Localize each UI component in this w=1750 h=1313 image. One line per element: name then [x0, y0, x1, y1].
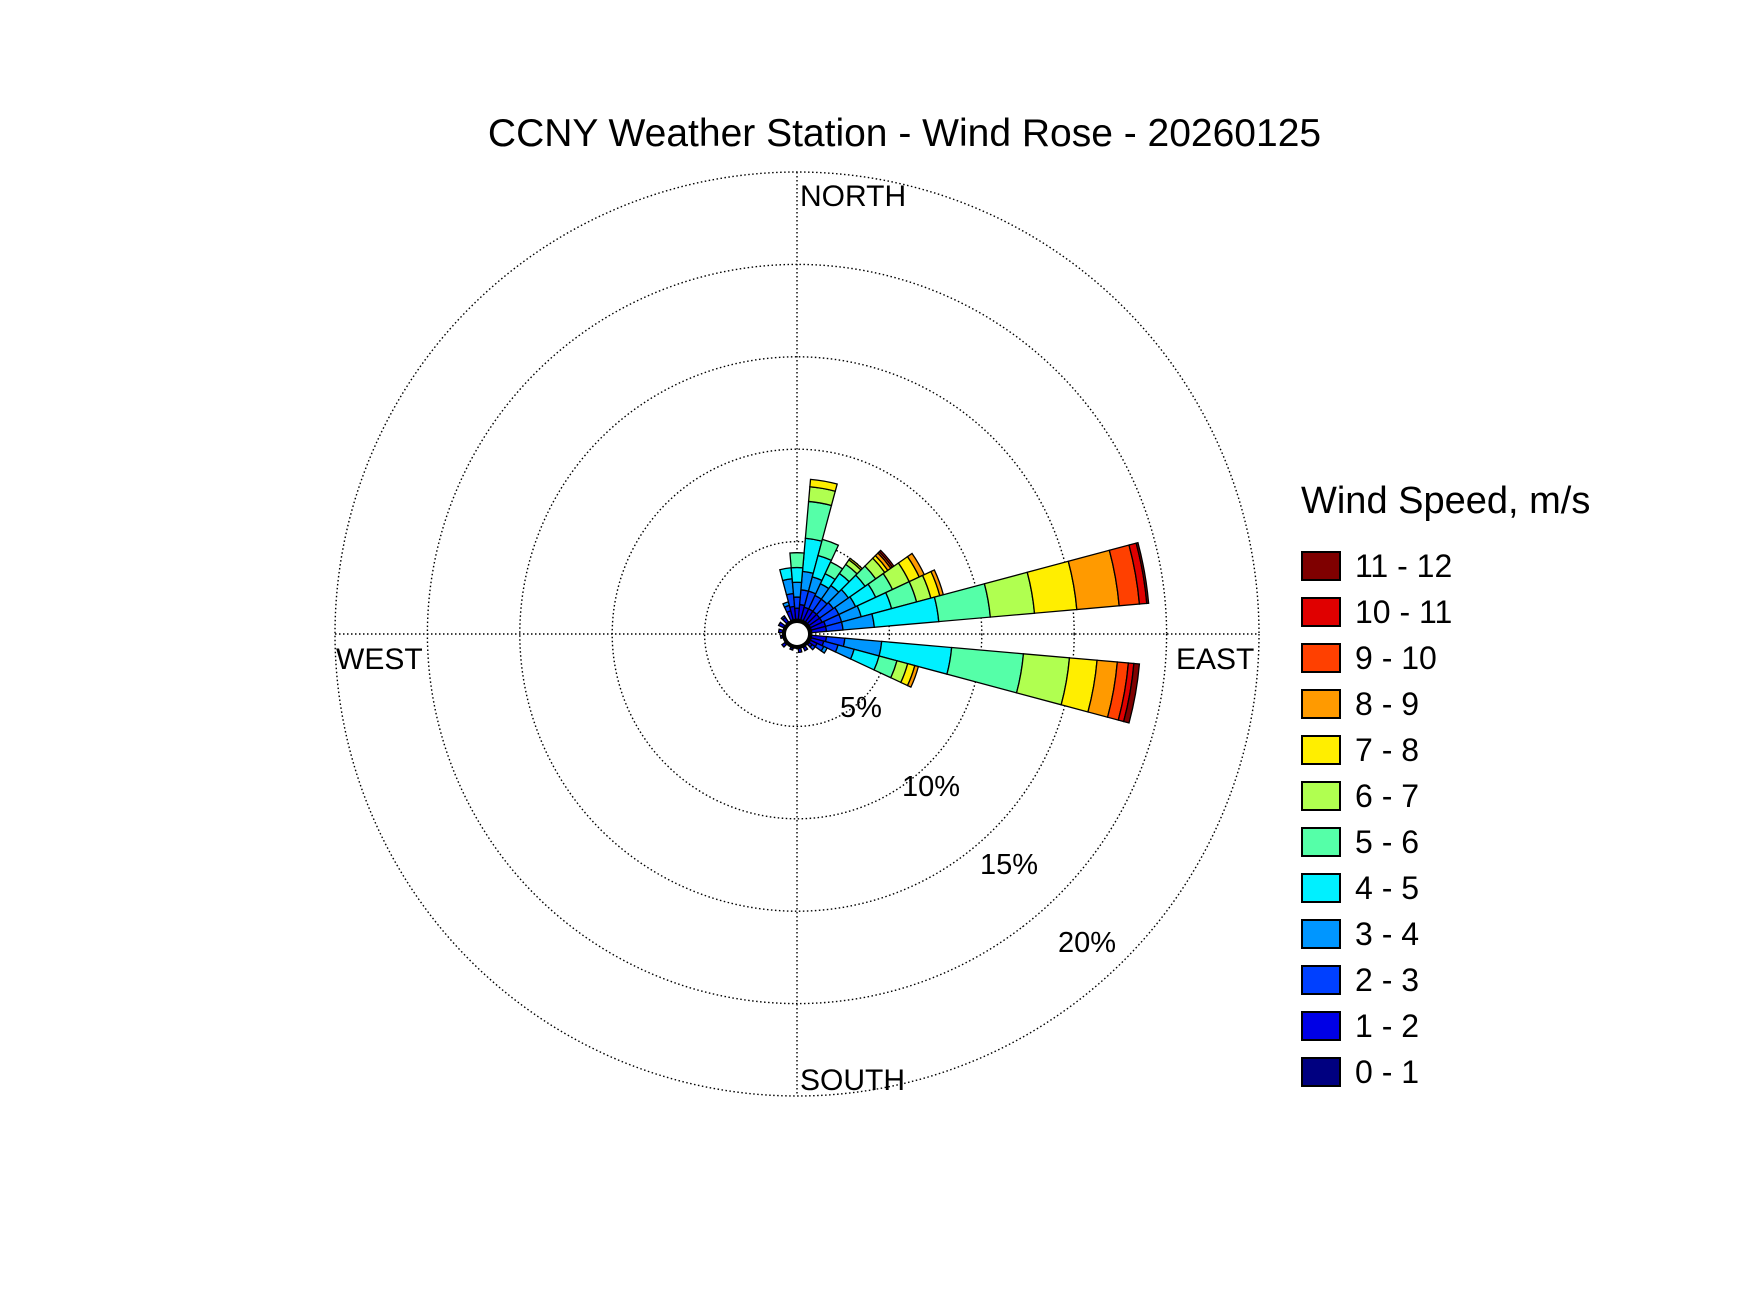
- wind-sectors: [777, 478, 1150, 724]
- legend-label: 2 - 3: [1355, 961, 1420, 998]
- legend-item: 5 - 6: [1301, 819, 1741, 865]
- legend-label: 11 - 12: [1355, 547, 1453, 584]
- legend-item: 6 - 7: [1301, 773, 1741, 819]
- sector-80-bin-11: [1135, 541, 1150, 605]
- direction-label-east: EAST: [1176, 643, 1255, 676]
- sector-0-bin-4: [790, 566, 804, 584]
- direction-label-west: WEST: [336, 643, 423, 676]
- legend-swatch: [1301, 873, 1341, 903]
- legend-label: 8 - 9: [1355, 685, 1420, 722]
- sector-20-bin-5: [817, 538, 840, 562]
- sector-10-bin-7: [809, 478, 838, 492]
- legend-item: 2 - 3: [1301, 957, 1741, 1003]
- sector-100-bin-5: [946, 646, 1025, 694]
- legend-swatch: [1301, 1057, 1341, 1087]
- legend-swatch: [1301, 643, 1341, 673]
- sector-10-bin-5: [804, 500, 833, 542]
- legend-item: 11 - 12: [1301, 543, 1741, 589]
- direction-label-south: SOUTH: [800, 1064, 905, 1097]
- sector-80-bin-7: [1026, 560, 1078, 614]
- sector-0-bin-5: [789, 552, 805, 569]
- legend-swatch: [1301, 827, 1341, 857]
- legend-label: 10 - 11: [1355, 593, 1453, 630]
- legend-item: 0 - 1: [1301, 1049, 1741, 1095]
- sector-110-bin-8: [906, 664, 920, 688]
- legend-item: 3 - 4: [1301, 911, 1741, 957]
- legend-swatch: [1301, 597, 1341, 627]
- sector-280-bin-1: [777, 628, 784, 634]
- legend-label: 7 - 8: [1355, 731, 1420, 768]
- radial-tick-label-10: 10%: [902, 771, 961, 803]
- legend-swatch: [1301, 1011, 1341, 1041]
- sector-0-bin-1: [794, 607, 800, 620]
- direction-label-north: NORTH: [800, 180, 907, 213]
- sector-0-bin-3: [791, 581, 803, 598]
- sector-80-bin-5: [933, 582, 992, 623]
- radial-tick-label-15: 15%: [980, 849, 1039, 881]
- legend-label: 0 - 1: [1355, 1053, 1420, 1090]
- grid-circle-15: [519, 356, 1075, 912]
- sector-0-bin-2: [793, 596, 801, 609]
- legend-swatch: [1301, 735, 1341, 765]
- sector-120-bin-3: [820, 645, 829, 654]
- center-calm-circle: [782, 619, 812, 649]
- polar-grid: [334, 171, 1260, 1097]
- legend-swatch: [1301, 919, 1341, 949]
- sector-170-bin-1: [797, 647, 803, 654]
- legend-label: 3 - 4: [1355, 915, 1420, 952]
- chart-title: CCNY Weather Station - Wind Rose - 20260…: [487, 112, 1322, 155]
- radial-tick-label-5: 5%: [840, 692, 882, 724]
- legend-label: 5 - 6: [1355, 823, 1420, 860]
- legend-label: 1 - 2: [1355, 1007, 1420, 1044]
- legend-swatch: [1301, 781, 1341, 811]
- sector-80-bin-6: [983, 571, 1036, 618]
- legend-item: 4 - 5: [1301, 865, 1741, 911]
- legend-label: 6 - 7: [1355, 777, 1420, 814]
- legend-item: 10 - 11: [1301, 589, 1741, 635]
- legend-title: Wind Speed, m/s: [1301, 480, 1591, 522]
- sector-350-bin-4: [778, 567, 793, 582]
- legend-item: 1 - 2: [1301, 1003, 1741, 1049]
- legend-label: 4 - 5: [1355, 869, 1420, 906]
- sector-100-bin-6: [1015, 653, 1071, 706]
- center-marker: [782, 619, 812, 649]
- legend-swatch: [1301, 965, 1341, 995]
- legend-item: 9 - 10: [1301, 635, 1741, 681]
- legend-swatch: [1301, 689, 1341, 719]
- sector-320-bin-2: [780, 614, 787, 621]
- legend-swatch: [1301, 551, 1341, 581]
- legend: Wind Speed, m/s 11 - 12 10 - 11 9 - 10 8 - …: [1301, 480, 1741, 1095]
- legend-item: 7 - 8: [1301, 727, 1741, 773]
- legend-item: 8 - 9: [1301, 681, 1741, 727]
- legend-items: 11 - 12 10 - 11 9 - 10 8 - 9 7 - 8 6 - 7 5 - 6…: [1301, 543, 1741, 1095]
- sector-100-bin-11: [1122, 662, 1141, 724]
- grid-circle-5: [703, 540, 891, 728]
- legend-label: 9 - 10: [1355, 639, 1437, 676]
- sector-130-bin-2: [809, 643, 817, 651]
- radial-tick-label-20: 20%: [1058, 927, 1117, 959]
